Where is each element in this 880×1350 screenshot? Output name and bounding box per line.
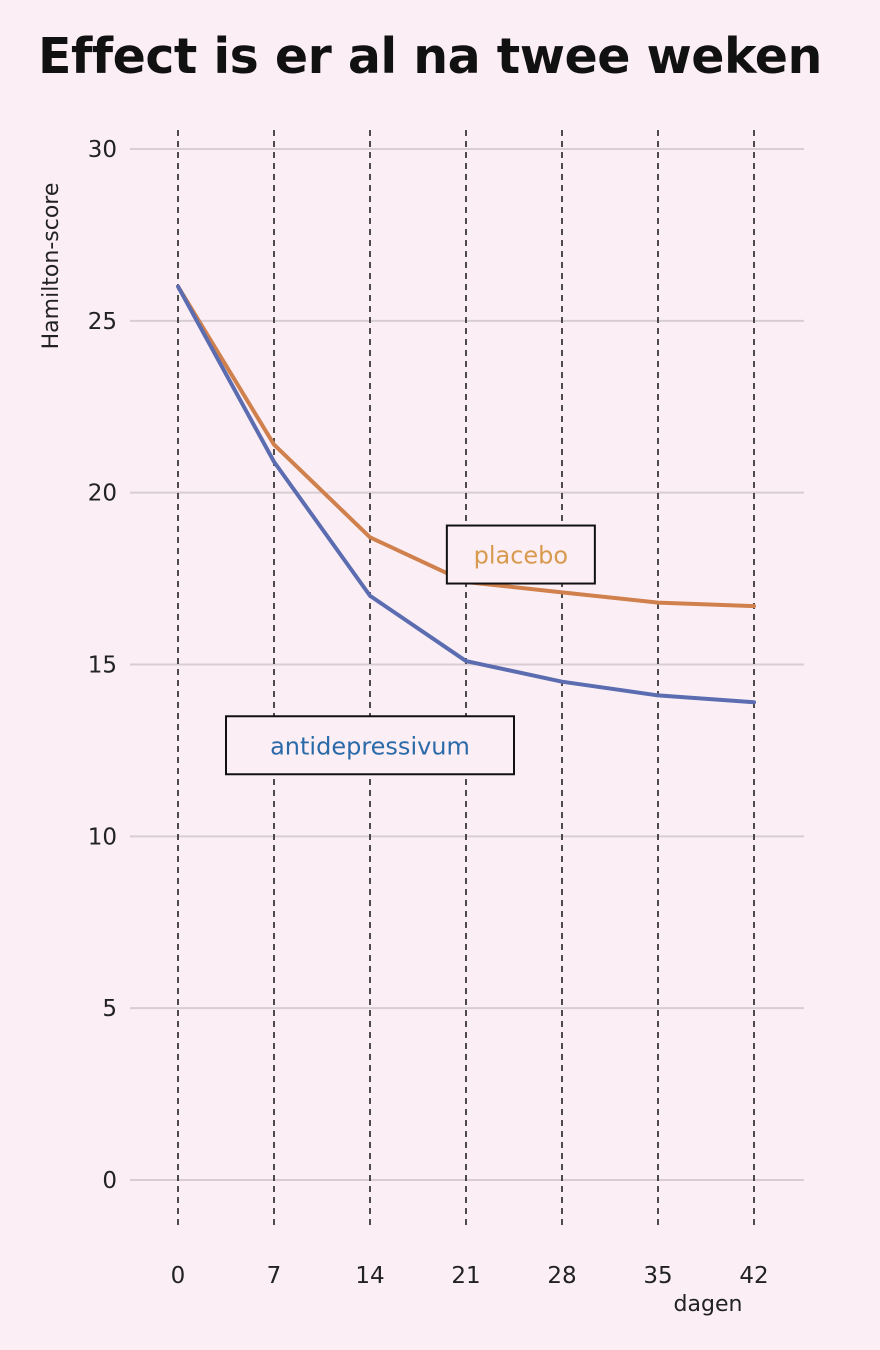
series-label-antidepressivum: antidepressivum [270,732,470,760]
y-tick-label: 25 [88,309,117,335]
x-tick-label: 0 [171,1263,186,1289]
y-tick-label: 20 [88,481,117,507]
x-tick-label: 35 [643,1263,672,1289]
series-line-antidepressivum [176,284,756,705]
y-tick-label: 5 [102,996,117,1022]
y-axis-label: Hamilton-score [39,183,64,350]
y-tick-label: 10 [88,824,117,850]
x-tick-label: 28 [547,1263,576,1289]
y-tick-label: 30 [88,137,117,163]
x-tick-label: 21 [451,1263,480,1289]
horizontal-gridlines [130,148,804,1181]
x-tick-label: 14 [355,1263,384,1289]
series-label-box-placebo [445,524,596,585]
chart-title: Effect is er al na twee weken [38,28,822,85]
y-tick-label: 15 [88,653,117,679]
y-tick-label: 0 [102,1168,117,1194]
series-label-box-antidepressivum [225,715,515,776]
x-axis-label: dagen [674,1292,743,1317]
tick-labels: 0 5 10 15 20 25 30 0 7 14 21 28 35 42 [88,137,769,1289]
x-tick-label: 7 [267,1263,282,1289]
series-labels: placebo antidepressivum [225,524,596,776]
series-label-placebo: placebo [474,542,569,570]
x-tick-label: 42 [739,1263,768,1289]
vertical-dashed-lines [177,130,755,1225]
